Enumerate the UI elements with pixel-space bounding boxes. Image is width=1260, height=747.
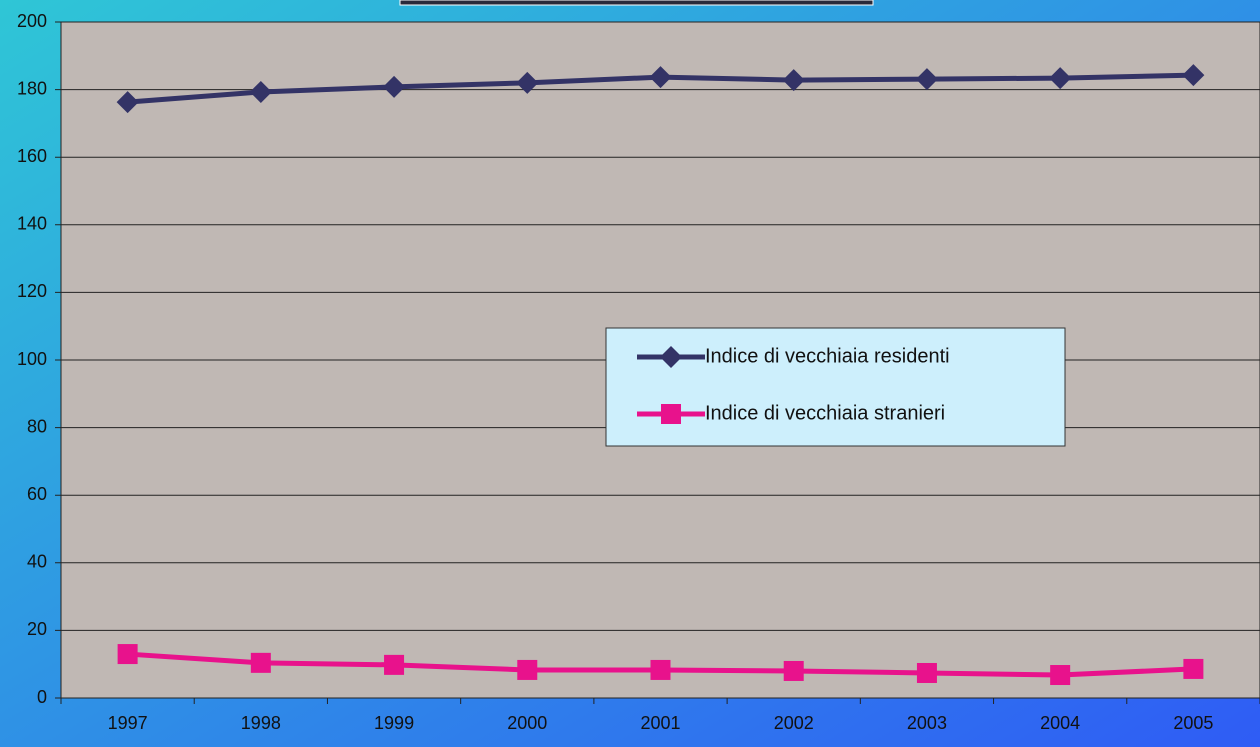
y-tick-label: 20 [27,619,47,639]
y-tick-label: 40 [27,552,47,572]
point [249,80,272,103]
point [649,66,672,89]
y-tick-label: 80 [27,416,47,436]
point [782,69,805,92]
point [1050,665,1071,686]
point [517,659,538,680]
y-tick-label: 200 [17,11,47,31]
point [1183,658,1204,679]
point [250,652,271,673]
point [384,654,405,675]
legend-marker [661,404,681,424]
point [116,91,139,114]
x-tick-label: 1998 [241,713,281,733]
point [383,75,406,98]
point [516,71,539,94]
point [1049,67,1072,90]
point [650,659,671,680]
x-tick-label: 1997 [108,713,148,733]
x-tick-label: 2003 [907,713,947,733]
x-tick-label: 1999 [374,713,414,733]
point [783,660,804,681]
y-tick-label: 140 [17,214,47,234]
legend-label: Indice di vecchiaia residenti [705,345,950,367]
point [117,644,138,665]
y-tick-label: 60 [27,484,47,504]
y-tick-label: 0 [37,687,47,707]
x-tick-label: 2002 [774,713,814,733]
y-tick-label: 120 [17,281,47,301]
point [1182,64,1205,87]
y-tick-label: 180 [17,78,47,98]
x-tick-label: 2004 [1040,713,1080,733]
legend-label: Indice di vecchiaia stranieri [705,402,945,424]
y-tick-label: 100 [17,349,47,369]
point [915,68,938,91]
x-tick-label: 2001 [640,713,680,733]
y-tick-label: 160 [17,146,47,166]
point [916,662,937,683]
x-tick-label: 2005 [1173,713,1213,733]
legend [605,327,1066,447]
x-tick-label: 2000 [507,713,547,733]
title-bar [399,0,874,6]
legend-marker [660,346,682,368]
